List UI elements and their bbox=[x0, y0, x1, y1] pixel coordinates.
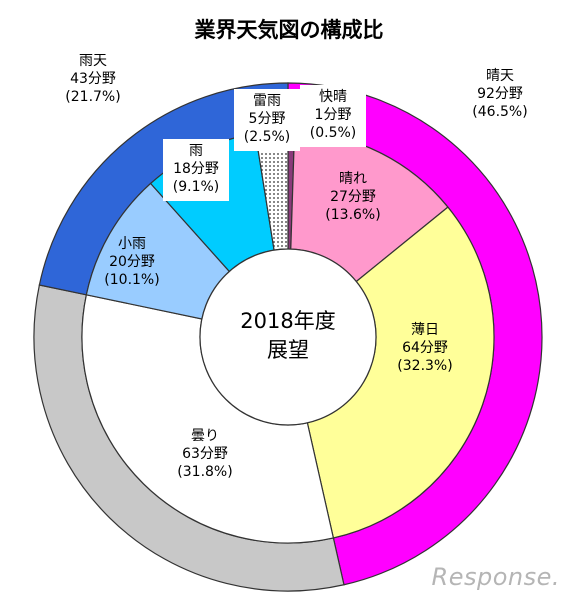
center-label-line-1: 2018年度 bbox=[240, 309, 335, 333]
label-inner-1: 晴れ 27分野 (13.6%) bbox=[325, 171, 380, 223]
label-count: 5分野 bbox=[249, 111, 286, 127]
label-name: 快晴 bbox=[319, 89, 347, 105]
label-inner-2: 薄日 64分野 (32.3%) bbox=[397, 322, 452, 374]
chart-title: 業界天気図の構成比 bbox=[194, 18, 384, 42]
response-watermark: Response. bbox=[431, 563, 560, 591]
label-inner-0: 快晴 1分野 (0.5%) bbox=[300, 85, 366, 147]
label-percent: (21.7%) bbox=[65, 89, 120, 105]
label-percent: (9.1%) bbox=[173, 179, 220, 195]
label-name: 雷雨 bbox=[253, 93, 281, 109]
label-outer-1: 曇り 63分野 (31.8%) bbox=[177, 428, 232, 480]
slice-labels: 晴天 92分野 (46.5%) 曇り 63分野 (31.8%) 雨天 43分野 (21.7%) 快… bbox=[65, 53, 527, 480]
label-percent: (0.5%) bbox=[310, 125, 357, 141]
label-count: 92分野 bbox=[477, 86, 523, 102]
label-inner-4: 小雨 20分野 (10.1%) bbox=[104, 236, 159, 288]
label-name: 薄日 bbox=[411, 322, 439, 338]
label-count: 64分野 bbox=[402, 340, 448, 356]
label-percent: (13.6%) bbox=[325, 207, 380, 223]
label-inner-5: 雨 18分野 (9.1%) bbox=[163, 139, 229, 201]
label-percent: (46.5%) bbox=[472, 104, 527, 120]
label-percent: (31.8%) bbox=[177, 464, 232, 480]
label-name: 小雨 bbox=[118, 236, 146, 252]
label-name: 晴れ bbox=[339, 171, 367, 187]
label-outer-2: 雨天 43分野 (21.7%) bbox=[65, 53, 120, 105]
center-hole bbox=[199, 248, 377, 426]
label-count: 1分野 bbox=[315, 107, 352, 123]
label-box bbox=[163, 139, 229, 201]
label-name: 晴天 bbox=[486, 68, 514, 84]
label-percent: (32.3%) bbox=[397, 358, 452, 374]
label-count: 18分野 bbox=[173, 161, 219, 177]
label-percent: (2.5%) bbox=[244, 129, 291, 145]
label-percent: (10.1%) bbox=[104, 272, 159, 288]
label-box bbox=[300, 85, 366, 147]
label-outer-0: 晴天 92分野 (46.5%) bbox=[472, 68, 527, 120]
label-name: 曇り bbox=[191, 428, 219, 444]
label-name: 雨天 bbox=[79, 53, 107, 69]
label-name: 雨 bbox=[189, 143, 203, 159]
label-count: 27分野 bbox=[330, 189, 376, 205]
center-label-line-2: 展望 bbox=[267, 338, 309, 362]
label-inner-6: 雷雨 5分野 (2.5%) bbox=[234, 89, 300, 151]
label-box bbox=[234, 89, 300, 151]
label-count: 63分野 bbox=[182, 446, 228, 462]
label-count: 43分野 bbox=[70, 71, 116, 87]
label-count: 20分野 bbox=[109, 254, 155, 270]
